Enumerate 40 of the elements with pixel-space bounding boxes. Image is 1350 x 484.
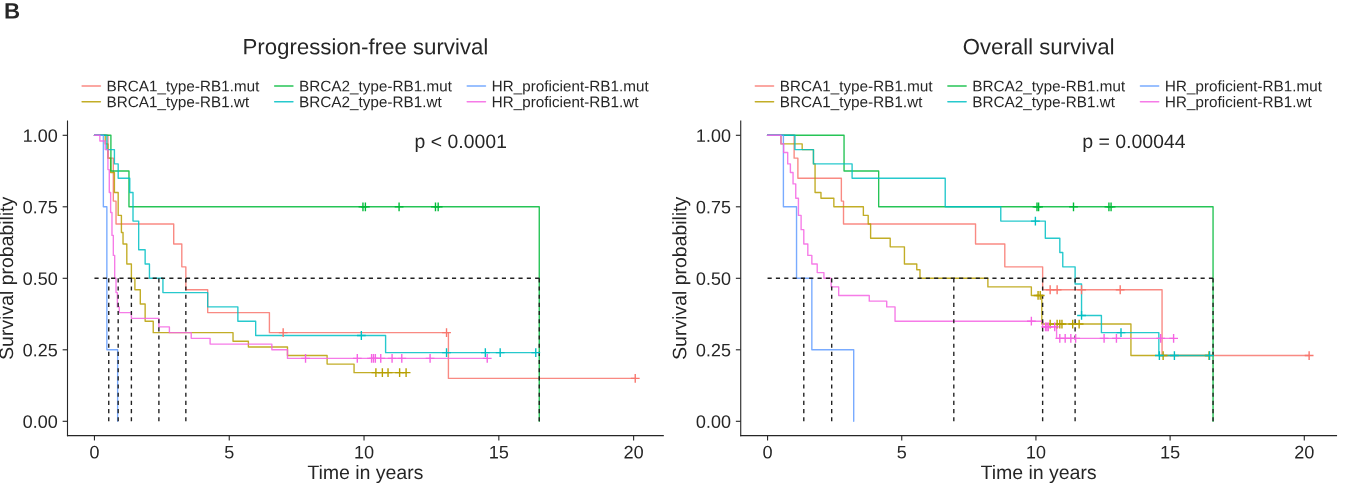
y-tick-label: 0.50 <box>23 272 58 286</box>
y-tick-label: 0.50 <box>696 272 731 286</box>
legend-label: BRCA2_type-RB1.wt <box>300 96 442 111</box>
legend-label: BRCA1_type-RB1.wt <box>781 96 923 111</box>
text: B <box>5 3 20 19</box>
x-tick-label: 0 <box>90 445 99 459</box>
legend-label: BRCA2_type-RB1.mut <box>973 80 1126 95</box>
x-tick-label: 10 <box>355 445 374 459</box>
y-axis-title: Survival probability <box>672 196 691 360</box>
legend-label: BRCA1_type-RB1.mut <box>781 80 933 95</box>
annotation: p < 0.0001 <box>415 134 506 153</box>
x-axis-title: Time in years <box>307 464 423 484</box>
chart-title: Overall survival <box>963 38 1114 55</box>
legend-label: HR_proficient-RB1.wt <box>1166 96 1312 111</box>
legend-label: BRCA2_type-RB1.mut <box>300 80 452 95</box>
legend-label: BRCA1_type-RB1.wt <box>107 96 250 111</box>
legend-label: HR_proficient-RB1.wt <box>492 96 639 111</box>
y-tick-label: 0.00 <box>696 415 731 429</box>
x-axis-title: Time in years <box>981 464 1096 484</box>
y-tick-label: 0.25 <box>23 343 58 357</box>
x-tick-label: 5 <box>897 445 907 459</box>
legend-label: BRCA1_type-RB1.mut <box>107 80 260 95</box>
y-tick-label: 0.75 <box>23 200 58 214</box>
x-tick-label: 20 <box>624 445 643 459</box>
legend-label: HR_proficient-RB1.mut <box>1166 80 1322 95</box>
legend-label: BRCA2_type-RB1.wt <box>973 96 1115 111</box>
y-tick-label: 1.00 <box>24 129 58 143</box>
y-tick-label: 0.25 <box>696 343 731 357</box>
x-tick-label: 20 <box>1295 445 1314 459</box>
x-tick-label: 15 <box>490 445 509 459</box>
y-tick-label: 0.75 <box>696 200 731 214</box>
x-tick-label: 10 <box>1027 445 1046 459</box>
x-tick-label: 15 <box>1161 445 1180 459</box>
x-tick-label: 5 <box>224 445 234 459</box>
y-tick-label: 1.00 <box>697 129 731 143</box>
chart-title: Progression-free survival <box>244 38 487 59</box>
x-tick-label: 0 <box>763 445 772 459</box>
y-tick-label: 0.00 <box>23 415 58 429</box>
legend-label: HR_proficient-RB1.mut <box>492 80 649 95</box>
annotation: p = 0.00044 <box>1083 134 1185 153</box>
